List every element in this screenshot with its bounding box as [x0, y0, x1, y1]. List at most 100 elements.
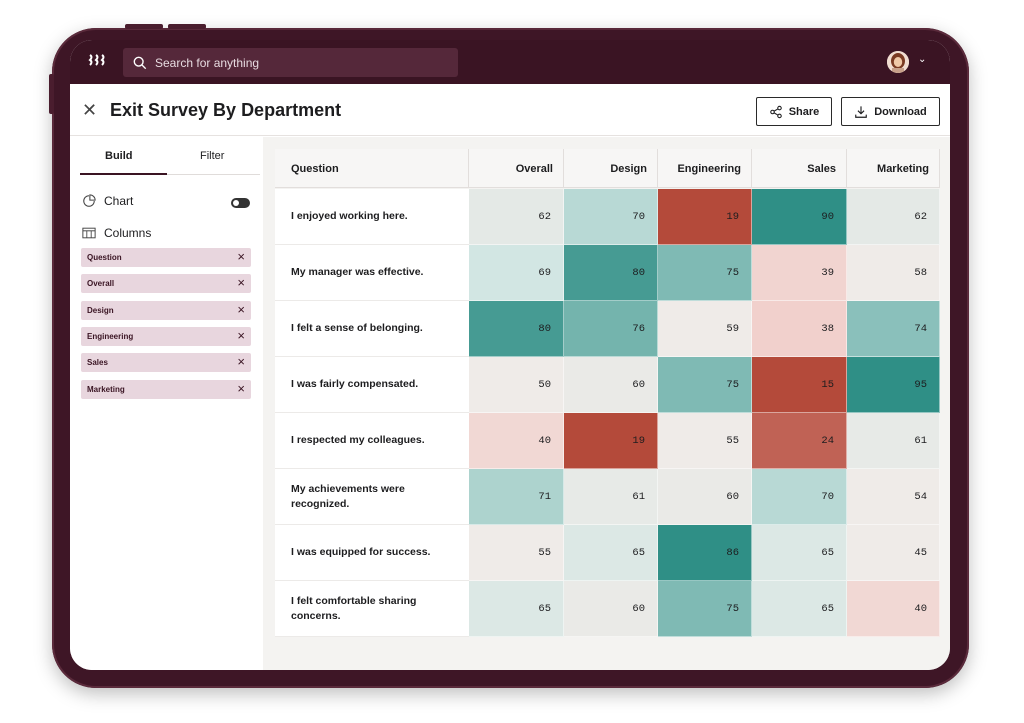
- columns-option: Columns: [82, 226, 151, 240]
- share-button[interactable]: Share: [756, 97, 832, 126]
- column-chip[interactable]: Question ×: [81, 248, 251, 267]
- value-cell: 54: [847, 469, 940, 525]
- page-title: Exit Survey By Department: [110, 100, 342, 120]
- value-cell: 65: [752, 525, 847, 581]
- sidebar-tabs: Build Filter: [80, 137, 260, 175]
- value-cell: 86: [658, 525, 752, 581]
- device-button: [168, 24, 206, 29]
- device-button: [49, 74, 54, 114]
- app-screen: Search for anything ⌄ ✕ Exit Survey By D…: [70, 40, 950, 670]
- value-cell: 55: [469, 525, 564, 581]
- page-header: ✕ Exit Survey By Department Share Downlo…: [70, 84, 950, 136]
- value-cell: 15: [752, 357, 847, 413]
- question-cell: I felt comfortable sharing concerns.: [275, 581, 469, 637]
- device-button: [125, 24, 163, 29]
- search-icon: [133, 56, 147, 69]
- value-cell: 55: [658, 413, 752, 469]
- value-cell: 71: [469, 469, 564, 525]
- value-cell: 61: [847, 413, 940, 469]
- chart-label: Chart: [104, 194, 134, 208]
- columns-icon: [82, 227, 96, 239]
- value-cell: 65: [752, 581, 847, 637]
- question-cell: I respected my colleagues.: [275, 413, 469, 469]
- active-tab-indicator: [80, 173, 167, 175]
- chart-icon: [83, 194, 96, 207]
- column-header[interactable]: Sales: [752, 149, 847, 188]
- chart-toggle[interactable]: [231, 198, 250, 208]
- column-header[interactable]: Design: [564, 149, 658, 188]
- column-chip[interactable]: Engineering ×: [81, 326, 251, 346]
- column-chip[interactable]: Marketing ×: [81, 379, 251, 399]
- value-cell: 75: [658, 245, 752, 301]
- value-cell: 40: [469, 413, 564, 469]
- share-icon: [769, 105, 782, 118]
- value-cell: 60: [658, 469, 752, 525]
- remove-column-icon[interactable]: ×: [237, 380, 245, 396]
- question-cell: I felt a sense of belonging.: [275, 301, 469, 357]
- download-label: Download: [874, 105, 927, 118]
- remove-column-icon[interactable]: ×: [237, 354, 245, 370]
- value-cell: 45: [847, 525, 940, 581]
- chart-option[interactable]: Chart: [82, 194, 133, 208]
- value-cell: 74: [847, 301, 940, 357]
- value-cell: 80: [469, 301, 564, 357]
- download-button[interactable]: Download: [841, 97, 940, 126]
- remove-column-icon[interactable]: ×: [237, 301, 245, 317]
- logo-icon: [88, 54, 105, 66]
- column-chip-label: Overall: [87, 279, 115, 289]
- column-header[interactable]: Question: [275, 149, 469, 188]
- sidebar: Build Filter Chart Columns Question × Over…: [70, 137, 263, 670]
- value-cell: 40: [847, 581, 940, 637]
- columns-label: Columns: [104, 226, 152, 240]
- chevron-down-icon[interactable]: ⌄: [918, 54, 927, 65]
- remove-column-icon[interactable]: ×: [237, 249, 245, 264]
- value-cell: 65: [564, 525, 658, 581]
- remove-column-icon[interactable]: ×: [237, 327, 245, 343]
- column-header[interactable]: Overall: [469, 149, 564, 188]
- value-cell: 90: [752, 189, 847, 245]
- column-header[interactable]: Engineering: [658, 149, 752, 188]
- question-cell: I was fairly compensated.: [275, 357, 469, 413]
- value-cell: 50: [469, 357, 564, 413]
- column-chip-label: Marketing: [87, 384, 125, 394]
- question-cell: My manager was effective.: [275, 245, 469, 301]
- search-input[interactable]: Search for anything: [123, 48, 458, 77]
- value-cell: 75: [658, 581, 752, 637]
- question-cell: I was equipped for success.: [275, 525, 469, 581]
- column-chip-label: Design: [87, 305, 114, 315]
- close-icon[interactable]: ✕: [82, 100, 98, 120]
- value-cell: 60: [564, 581, 658, 637]
- value-cell: 59: [658, 301, 752, 357]
- question-cell: My achievements were recognized.: [275, 469, 469, 525]
- user-avatar-icon: [887, 51, 909, 73]
- value-cell: 62: [469, 189, 564, 245]
- value-cell: 61: [564, 469, 658, 525]
- tab-filter[interactable]: Filter: [200, 150, 225, 162]
- column-header[interactable]: Marketing: [847, 149, 940, 188]
- question-cell: I enjoyed working here.: [275, 189, 469, 245]
- value-cell: 69: [469, 245, 564, 301]
- divider: [80, 174, 260, 175]
- column-chip-label: Sales: [87, 358, 108, 368]
- column-chip[interactable]: Sales ×: [81, 353, 251, 373]
- value-cell: 65: [469, 581, 564, 637]
- value-cell: 19: [658, 189, 752, 245]
- tab-build[interactable]: Build: [105, 150, 133, 162]
- column-chip-label: Question: [87, 253, 122, 262]
- value-cell: 19: [564, 413, 658, 469]
- download-icon: [855, 105, 868, 118]
- app-logo[interactable]: [88, 52, 108, 72]
- value-cell: 39: [752, 245, 847, 301]
- main-content: Question Overall Design Engineering Sales Mar…: [263, 137, 950, 670]
- column-chip[interactable]: Overall ×: [81, 274, 251, 294]
- avatar[interactable]: [887, 51, 909, 73]
- value-cell: 75: [658, 357, 752, 413]
- value-cell: 70: [752, 469, 847, 525]
- value-cell: 62: [847, 189, 940, 245]
- column-chip-label: Engineering: [87, 331, 134, 341]
- remove-column-icon[interactable]: ×: [237, 275, 245, 291]
- value-cell: 38: [752, 301, 847, 357]
- column-chip[interactable]: Design ×: [81, 300, 251, 320]
- value-cell: 70: [564, 189, 658, 245]
- value-cell: 76: [564, 301, 658, 357]
